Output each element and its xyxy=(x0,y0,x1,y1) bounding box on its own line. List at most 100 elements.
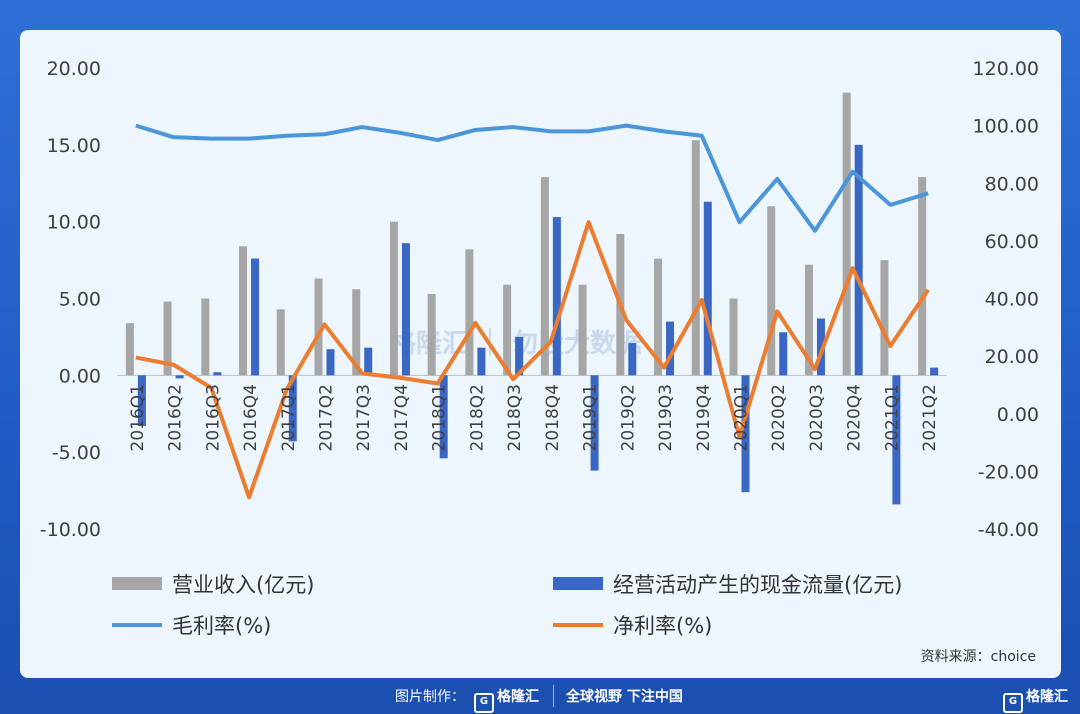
revenue-bar xyxy=(239,246,248,376)
category-label: 2018Q1 xyxy=(430,384,450,451)
legend-swatch-revenue xyxy=(112,577,162,590)
category-label: 2016Q3 xyxy=(203,384,223,451)
cashflow-bar xyxy=(515,336,524,376)
right-tick-label: 120.00 xyxy=(973,58,1039,80)
legend-label-gross: 毛利率(%) xyxy=(172,614,271,638)
revenue-bar xyxy=(578,284,587,376)
right-tick-label: -20.00 xyxy=(978,461,1039,483)
right-tick-label: 40.00 xyxy=(985,289,1039,311)
cashflow-bar xyxy=(930,367,939,376)
cashflow-bar xyxy=(703,201,712,376)
footer-logo-text: 格隆汇 xyxy=(497,689,539,705)
source-note: 资料来源：choice xyxy=(921,649,1036,665)
left-tick-label: -5.00 xyxy=(52,442,101,464)
cashflow-bar xyxy=(251,258,260,376)
cashflow-bar xyxy=(779,332,788,376)
net-margin-line xyxy=(135,220,930,500)
right-tick-label: 0.00 xyxy=(997,404,1039,426)
category-label: 2019Q4 xyxy=(694,384,714,451)
footer-slogan: 全球视野 下注中国 xyxy=(566,689,683,705)
left-tick-label: 5.00 xyxy=(59,289,101,311)
footer-label: 图片制作： xyxy=(395,689,465,705)
legend-swatch-cashflow xyxy=(553,577,603,590)
category-label: 2018Q2 xyxy=(467,384,487,451)
cashflow-bar xyxy=(213,372,222,376)
revenue-bar xyxy=(314,278,323,376)
cashflow-bar xyxy=(137,375,146,427)
category-label: 2020Q4 xyxy=(845,384,865,451)
category-label: 2018Q4 xyxy=(543,384,563,451)
revenue-bar xyxy=(427,293,436,376)
cashflow-bar xyxy=(326,349,335,376)
category-label: 2020Q1 xyxy=(732,384,752,451)
left-tick-label: 20.00 xyxy=(47,58,101,80)
cashflow-bar xyxy=(892,375,901,505)
category-label: 2017Q1 xyxy=(279,384,299,451)
category-label: 2017Q2 xyxy=(317,384,337,451)
revenue-bar xyxy=(201,298,210,376)
right-tick-label: -40.00 xyxy=(978,519,1039,541)
revenue-bar xyxy=(880,260,889,376)
revenue-bar xyxy=(918,177,927,376)
category-label: 2016Q1 xyxy=(128,384,148,451)
cashflow-bar xyxy=(628,343,637,376)
cashflow-bar xyxy=(816,318,825,376)
right-tick-label: 60.00 xyxy=(985,231,1039,253)
revenue-bar xyxy=(729,298,738,376)
revenue-bar xyxy=(276,309,285,376)
right-tick-label: 20.00 xyxy=(985,346,1039,368)
revenue-bar xyxy=(691,140,700,376)
cashflow-bar xyxy=(439,375,448,459)
cashflow-bar xyxy=(741,375,750,493)
gross-margin-line xyxy=(135,123,929,233)
legend-label-cashflow: 经营活动产生的现金流量(亿元) xyxy=(613,573,902,597)
revenue-bar xyxy=(465,249,474,376)
cashflow-bar xyxy=(477,347,486,376)
footer-divider xyxy=(553,685,554,707)
revenue-bar xyxy=(163,301,172,376)
legend-label-net: 净利率(%) xyxy=(613,614,712,638)
left-tick-label: 10.00 xyxy=(47,212,101,234)
legend-label-revenue: 营业收入(亿元) xyxy=(172,573,314,597)
revenue-bar xyxy=(389,221,398,376)
cashflow-bar xyxy=(401,243,410,376)
category-label: 2019Q1 xyxy=(581,384,601,451)
revenue-bar xyxy=(654,258,663,376)
category-label: 2019Q3 xyxy=(656,384,676,451)
category-label: 2019Q2 xyxy=(618,384,638,451)
category-label: 2017Q4 xyxy=(392,384,412,451)
revenue-bar xyxy=(540,177,549,376)
category-label: 2018Q3 xyxy=(505,384,525,451)
footer-bar: 图片制作： G 格隆汇 全球视野 下注中国 G 格隆汇 xyxy=(0,680,1080,714)
left-tick-label: 15.00 xyxy=(47,135,101,157)
cashflow-bar xyxy=(666,321,675,376)
revenue-bar xyxy=(125,323,134,376)
cashflow-bar xyxy=(590,375,599,471)
corner-logo-text: 格隆汇 xyxy=(1026,689,1068,705)
cashflow-bar xyxy=(854,144,863,376)
right-tick-label: 80.00 xyxy=(985,173,1039,195)
cashflow-bar xyxy=(364,347,373,376)
category-label: 2017Q3 xyxy=(354,384,374,451)
left-tick-label: -10.00 xyxy=(40,519,101,541)
revenue-bar xyxy=(842,92,851,376)
footer-logo: G 格隆汇 xyxy=(474,686,539,713)
corner-logo: G 格隆汇 xyxy=(1003,686,1068,713)
category-label: 2020Q3 xyxy=(807,384,827,451)
category-label: 2016Q4 xyxy=(241,384,261,451)
revenue-bar xyxy=(352,289,361,376)
category-label: 2021Q2 xyxy=(920,384,940,451)
category-label: 2016Q2 xyxy=(166,384,186,451)
combo-chart: 20.00 15.00 10.00 5.00 0.00 -5.00 -10.00 120.00… xyxy=(40,58,1039,665)
corner-logo-icon: G xyxy=(1003,693,1023,713)
revenue-bar xyxy=(804,264,813,376)
revenue-bar xyxy=(503,284,512,376)
revenue-bar xyxy=(767,206,776,376)
category-label: 2021Q1 xyxy=(882,384,902,451)
category-label: 2020Q2 xyxy=(769,384,789,451)
cashflow-bar xyxy=(175,375,184,379)
logo-icon: G xyxy=(474,693,494,713)
left-tick-label: 0.00 xyxy=(59,365,101,387)
right-tick-label: 100.00 xyxy=(973,116,1039,138)
cashflow-bar xyxy=(552,217,561,376)
